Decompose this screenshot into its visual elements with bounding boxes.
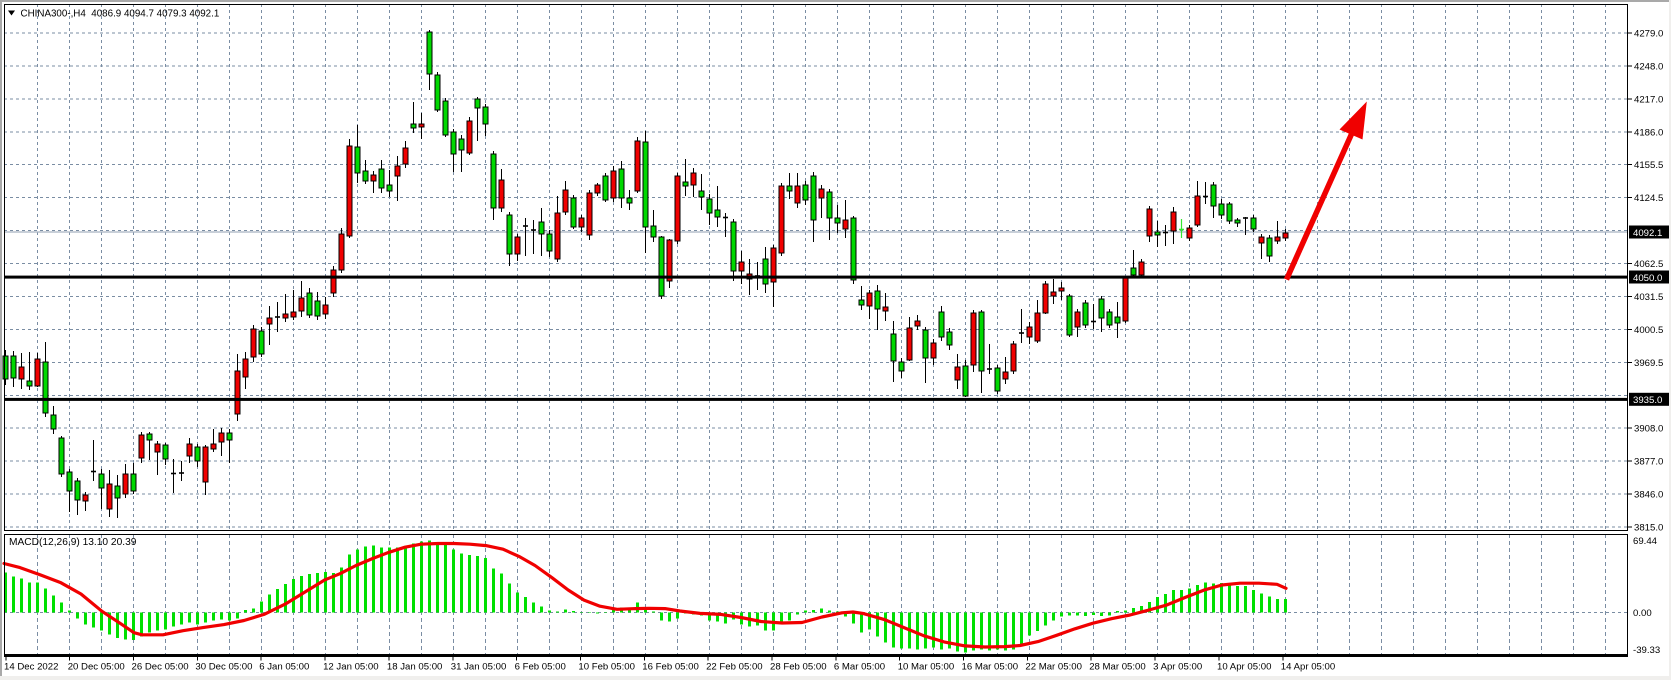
svg-text:28 Feb 05:00: 28 Feb 05:00 xyxy=(770,662,827,673)
svg-text:4050.0: 4050.0 xyxy=(1633,273,1662,284)
svg-text:12 Jan 05:00: 12 Jan 05:00 xyxy=(323,662,378,673)
svg-text:4000.5: 4000.5 xyxy=(1634,325,1663,336)
svg-text:14 Dec 2022: 14 Dec 2022 xyxy=(4,662,58,673)
svg-text:69.44: 69.44 xyxy=(1633,536,1658,547)
svg-text:6 Feb 05:00: 6 Feb 05:00 xyxy=(515,662,566,673)
svg-text:26 Dec 05:00: 26 Dec 05:00 xyxy=(132,662,189,673)
svg-text:10 Feb 05:00: 10 Feb 05:00 xyxy=(578,662,635,673)
svg-text:10 Apr 05:00: 10 Apr 05:00 xyxy=(1217,662,1271,673)
svg-text:-39.33: -39.33 xyxy=(1633,645,1660,656)
svg-text:4186.0: 4186.0 xyxy=(1634,128,1663,139)
svg-text:CHINA300-,H4 4086.9 4094.7 40: CHINA300-,H4 4086.9 4094.7 4079.3 4092.1 xyxy=(21,9,220,20)
svg-text:31 Jan 05:00: 31 Jan 05:00 xyxy=(451,662,506,673)
svg-text:3815.0: 3815.0 xyxy=(1634,523,1663,534)
svg-text:16 Feb 05:00: 16 Feb 05:00 xyxy=(642,662,699,673)
svg-text:4124.5: 4124.5 xyxy=(1634,193,1663,204)
svg-text:MACD(12,26,9) 13.10 20.39: MACD(12,26,9) 13.10 20.39 xyxy=(9,537,137,548)
svg-text:22 Mar 05:00: 22 Mar 05:00 xyxy=(1025,662,1082,673)
svg-text:10 Mar 05:00: 10 Mar 05:00 xyxy=(898,662,955,673)
svg-text:3846.0: 3846.0 xyxy=(1634,490,1663,501)
svg-text:16 Mar 05:00: 16 Mar 05:00 xyxy=(962,662,1019,673)
svg-text:6 Mar 05:00: 6 Mar 05:00 xyxy=(834,662,885,673)
svg-text:4062.5: 4062.5 xyxy=(1634,259,1663,270)
svg-text:3969.5: 3969.5 xyxy=(1634,358,1663,369)
svg-text:20 Dec 05:00: 20 Dec 05:00 xyxy=(68,662,125,673)
svg-text:3935.0: 3935.0 xyxy=(1633,395,1662,406)
svg-text:3908.0: 3908.0 xyxy=(1634,424,1663,435)
svg-text:22 Feb 05:00: 22 Feb 05:00 xyxy=(706,662,763,673)
svg-text:4248.0: 4248.0 xyxy=(1634,62,1663,73)
svg-text:3 Apr 05:00: 3 Apr 05:00 xyxy=(1153,662,1202,673)
svg-text:18 Jan 05:00: 18 Jan 05:00 xyxy=(387,662,442,673)
svg-text:4279.0: 4279.0 xyxy=(1634,29,1663,40)
svg-text:0.00: 0.00 xyxy=(1633,608,1652,619)
svg-text:4031.5: 4031.5 xyxy=(1634,292,1663,303)
svg-text:14 Apr 05:00: 14 Apr 05:00 xyxy=(1281,662,1335,673)
svg-text:30 Dec 05:00: 30 Dec 05:00 xyxy=(195,662,252,673)
svg-text:3877.0: 3877.0 xyxy=(1634,457,1663,468)
svg-text:28 Mar 05:00: 28 Mar 05:00 xyxy=(1089,662,1146,673)
svg-text:4155.5: 4155.5 xyxy=(1634,160,1663,171)
svg-text:4092.1: 4092.1 xyxy=(1633,228,1662,239)
svg-text:6 Jan 05:00: 6 Jan 05:00 xyxy=(259,662,309,673)
svg-text:4217.0: 4217.0 xyxy=(1634,95,1663,106)
